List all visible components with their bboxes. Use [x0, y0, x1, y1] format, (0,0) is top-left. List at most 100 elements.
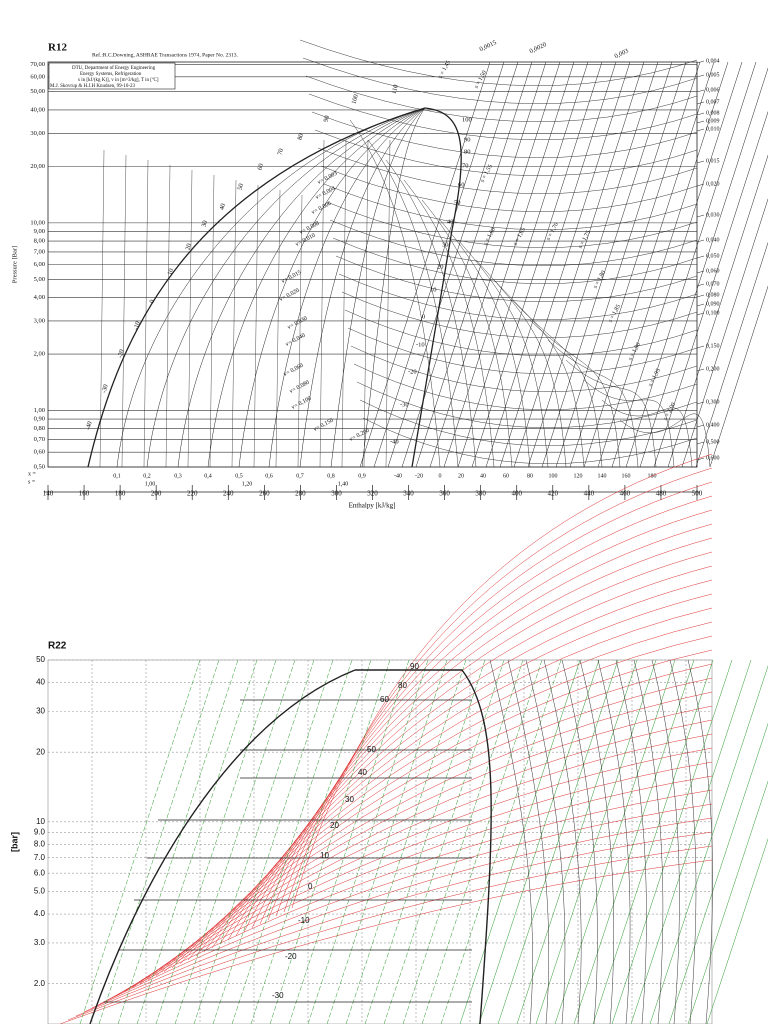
y-tick-label: 9.0	[34, 828, 46, 837]
y-tick-label: 10,00	[30, 219, 45, 226]
volume-label: 0,200	[706, 366, 720, 372]
isochore	[323, 183, 698, 230]
isotherm	[561, 659, 598, 1024]
volume-tick	[696, 101, 705, 105]
temperature-label: 40	[480, 473, 486, 479]
y-tick-label: 0,60	[34, 449, 45, 456]
isentrope	[639, 67, 768, 468]
isochore	[344, 309, 698, 356]
x-tick-label: 500	[692, 490, 703, 498]
isochore	[311, 111, 698, 158]
x-tick-label: 300	[331, 490, 342, 498]
isentrope	[364, 659, 486, 1024]
volume-tick	[696, 255, 705, 259]
isochore	[332, 237, 698, 284]
isotherm	[597, 659, 631, 1024]
isentrope	[345, 659, 467, 1024]
quality-line	[116, 107, 426, 468]
isotherm-liquid	[143, 159, 149, 468]
temperature-label: -20	[415, 473, 423, 479]
volume-label: 0,004	[706, 58, 720, 64]
entropy-label: 1,20	[242, 481, 253, 487]
isentrope	[326, 659, 448, 1024]
isotherm-label: -40	[85, 421, 94, 431]
quality-label: 0,5	[235, 473, 243, 479]
isentrope	[373, 61, 505, 468]
volume-tick	[696, 441, 705, 445]
isentrope	[288, 659, 410, 1024]
isochore	[267, 495, 713, 921]
isotherm-label: 90	[464, 136, 471, 143]
isotherm-liquid	[209, 174, 215, 468]
isotherm-label: -30	[272, 991, 284, 1000]
isotherm-label: 20	[330, 821, 339, 830]
isentrope	[231, 659, 353, 1024]
isotherm	[403, 179, 495, 468]
volume-label: v= 0,030	[287, 316, 309, 331]
y-tick-label: 0,80	[34, 425, 45, 432]
volume-label: 0,010	[706, 126, 720, 132]
isotherm	[619, 413, 711, 468]
isentrope	[625, 61, 757, 468]
isentrope	[415, 61, 547, 468]
isochore	[83, 817, 713, 1013]
volume-label: 0,100	[706, 310, 720, 316]
volume-label: 0,040	[706, 237, 720, 243]
volume-tick	[696, 424, 705, 428]
y-axis-label: Pressure [Bar]	[11, 246, 18, 283]
quality-label: 0,8	[327, 473, 335, 479]
x-tick-label: 460	[620, 490, 631, 498]
isochore	[115, 761, 713, 997]
y-tick-label: 8,00	[34, 238, 45, 245]
volume-label: 0,500	[706, 439, 720, 445]
isotherm	[651, 659, 680, 1024]
isochore	[99, 789, 713, 1005]
isotherm-label: 40	[358, 768, 367, 777]
isentrope	[681, 198, 768, 468]
volume-label: 0,090	[706, 301, 720, 307]
info-text: Energy Systems, Refrigeration	[80, 72, 142, 77]
entropy-label: 1,40	[338, 481, 349, 487]
y-tick-label: 10	[36, 817, 45, 826]
isotherm-label: 40	[219, 203, 227, 211]
isentrope	[573, 659, 695, 1024]
isentrope	[497, 659, 619, 1024]
isotherm-liquid	[253, 184, 259, 468]
isochore	[139, 719, 713, 985]
y-tick-label: 20	[36, 747, 45, 756]
isotherm-label: 100	[462, 116, 472, 123]
temperature-label: 60	[503, 473, 509, 479]
volume-tick	[696, 401, 705, 405]
y-tick-label: 6,00	[34, 261, 45, 268]
y-tick-label: 8.0	[34, 839, 46, 848]
isentrope	[174, 659, 296, 1024]
isotherm	[601, 399, 693, 468]
isotherm	[493, 279, 585, 468]
volume-tick	[696, 160, 705, 164]
isotherm	[543, 659, 582, 1024]
isotherm-liquid	[99, 149, 105, 468]
y-tick-label: 3.0	[34, 938, 46, 947]
isotherm	[421, 199, 513, 468]
isochore	[91, 803, 713, 1009]
isochore	[275, 481, 713, 917]
quality-label: 0,6	[265, 473, 273, 479]
y-tick-label: 4,00	[34, 294, 45, 301]
volume-label: 0,400	[706, 422, 720, 428]
volume-tick	[696, 239, 705, 243]
isotherm-label: 80	[297, 133, 305, 141]
x-tick-label: 180	[115, 490, 126, 498]
x-tick-label: 320	[367, 490, 378, 498]
volume-label: 0,080	[706, 292, 720, 298]
isotherm	[687, 659, 713, 1024]
volume-label: v= 0,010	[295, 233, 317, 248]
isentrope	[402, 659, 524, 1024]
volume-label: 0,006	[706, 87, 720, 93]
isotherm-label: -10	[298, 916, 310, 925]
y-tick-label: 9,00	[34, 228, 45, 235]
volume-tick	[696, 89, 705, 93]
volume-tick	[696, 345, 705, 349]
isotherm-label: 100	[351, 94, 360, 105]
volume-label: 0,300	[706, 399, 720, 405]
volume-tick	[696, 60, 705, 64]
